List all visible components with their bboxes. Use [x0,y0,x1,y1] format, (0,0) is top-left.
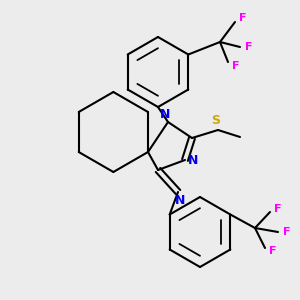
Text: S: S [212,115,220,128]
Text: N: N [175,194,185,206]
Text: F: F [245,42,253,52]
Text: F: F [274,204,282,214]
Text: F: F [232,61,240,71]
Text: F: F [283,227,291,237]
Text: F: F [269,246,277,256]
Text: N: N [188,154,198,166]
Text: F: F [239,13,247,23]
Text: N: N [160,109,170,122]
